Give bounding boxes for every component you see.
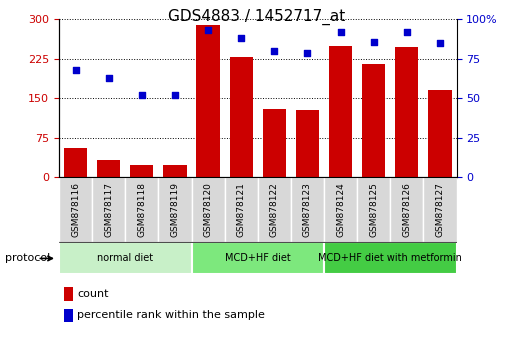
Text: GSM878123: GSM878123 xyxy=(303,182,312,237)
Text: count: count xyxy=(77,289,108,299)
Bar xyxy=(64,148,87,177)
Bar xyxy=(59,242,191,274)
Text: GSM878125: GSM878125 xyxy=(369,182,378,237)
Text: GSM878122: GSM878122 xyxy=(270,182,279,237)
Point xyxy=(71,67,80,73)
Bar xyxy=(196,25,220,177)
Text: GSM878120: GSM878120 xyxy=(204,182,212,237)
Bar xyxy=(390,177,423,242)
Text: MCD+HF diet: MCD+HF diet xyxy=(225,253,291,263)
Point xyxy=(370,39,378,44)
Point xyxy=(204,28,212,33)
Bar xyxy=(97,160,120,177)
Bar xyxy=(357,177,390,242)
Bar xyxy=(92,177,125,242)
Bar xyxy=(423,177,457,242)
Bar xyxy=(428,90,451,177)
Bar xyxy=(263,109,286,177)
Text: GSM878116: GSM878116 xyxy=(71,182,80,237)
Bar xyxy=(125,177,159,242)
Bar xyxy=(291,177,324,242)
Text: MCD+HF diet with metformin: MCD+HF diet with metformin xyxy=(319,253,462,263)
Bar xyxy=(130,165,153,177)
Point xyxy=(270,48,279,54)
Bar xyxy=(191,242,324,274)
Text: percentile rank within the sample: percentile rank within the sample xyxy=(77,310,265,320)
Bar xyxy=(159,177,191,242)
Text: GSM878117: GSM878117 xyxy=(104,182,113,237)
Bar xyxy=(396,47,419,177)
Point xyxy=(337,29,345,35)
Text: GSM878121: GSM878121 xyxy=(236,182,246,237)
Point xyxy=(403,29,411,35)
Bar xyxy=(329,46,352,177)
Point xyxy=(436,40,444,46)
Bar xyxy=(324,242,457,274)
Bar xyxy=(191,177,225,242)
Text: GSM878127: GSM878127 xyxy=(436,182,444,237)
Bar xyxy=(230,57,253,177)
Bar xyxy=(362,64,385,177)
Text: GSM878124: GSM878124 xyxy=(336,182,345,237)
Bar xyxy=(59,177,92,242)
Text: GSM878118: GSM878118 xyxy=(137,182,146,237)
Point xyxy=(303,50,311,55)
Text: protocol: protocol xyxy=(5,253,50,263)
Point xyxy=(237,35,245,41)
Bar xyxy=(163,165,187,177)
Point xyxy=(137,92,146,98)
Text: GSM878126: GSM878126 xyxy=(402,182,411,237)
Text: GDS4883 / 1452717_at: GDS4883 / 1452717_at xyxy=(168,9,345,25)
Bar xyxy=(225,177,258,242)
Point xyxy=(105,75,113,81)
Point xyxy=(171,92,179,98)
Text: GSM878119: GSM878119 xyxy=(170,182,180,237)
Bar xyxy=(258,177,291,242)
Text: normal diet: normal diet xyxy=(97,253,153,263)
Bar xyxy=(296,110,319,177)
Bar xyxy=(324,177,357,242)
